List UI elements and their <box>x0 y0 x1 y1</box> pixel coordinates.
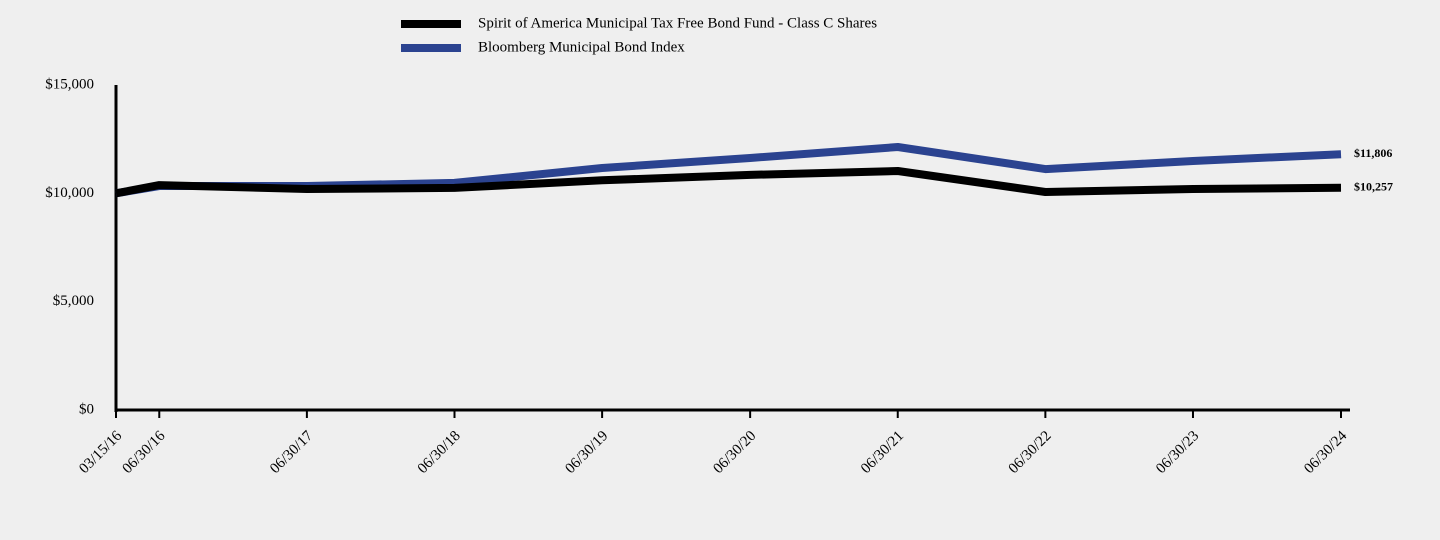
x-tick-label: 06/30/24 <box>1301 428 1350 477</box>
y-tick-label: $0 <box>79 401 94 417</box>
y-tick-label: $5,000 <box>53 293 94 309</box>
x-tick-label: 06/30/23 <box>1153 428 1202 477</box>
y-tick-label: $10,000 <box>45 185 94 201</box>
legend-label: Spirit of America Municipal Tax Free Bon… <box>478 15 877 31</box>
end-label: $10,257 <box>1354 180 1393 194</box>
legend-label: Bloomberg Municipal Bond Index <box>478 39 685 55</box>
end-label: $11,806 <box>1354 146 1392 160</box>
x-tick-label: 06/30/21 <box>858 428 907 477</box>
y-tick-label: $15,000 <box>45 76 94 92</box>
series-line <box>115 167 1342 198</box>
x-tick-label: 06/30/20 <box>710 428 759 477</box>
x-tick-label: 06/30/17 <box>267 428 316 477</box>
x-tick-label: 06/30/22 <box>1006 428 1055 477</box>
x-tick-label: 03/15/16 <box>76 428 125 477</box>
x-tick-label: 06/30/18 <box>415 428 464 477</box>
x-tick-label: 06/30/19 <box>562 428 611 477</box>
x-tick-label: 06/30/16 <box>119 428 168 477</box>
